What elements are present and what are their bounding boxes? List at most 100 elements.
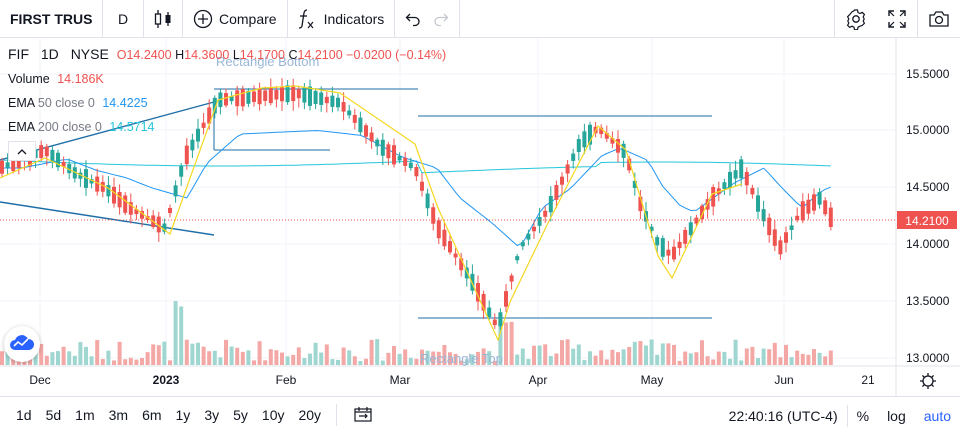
timeframe-1y[interactable]: 1y (175, 407, 191, 423)
undo-button[interactable] (395, 0, 431, 38)
ema50-legend[interactable]: EMA 50 close 0 14.4225 (8, 96, 148, 110)
interval-button[interactable]: D (117, 10, 129, 27)
candle-body (330, 95, 335, 107)
volume-bar (767, 349, 772, 365)
volume-bar (336, 359, 340, 365)
volume-bar (207, 351, 212, 365)
candle-body (56, 152, 60, 168)
symbol-search-button[interactable]: FIRST TRUS (10, 10, 93, 27)
legend-collapse-button[interactable] (8, 141, 36, 161)
log-scale-toggle[interactable]: log (887, 407, 906, 424)
volume-bar (358, 360, 363, 365)
candle-body (100, 182, 105, 192)
tradingview-logo[interactable] (4, 326, 40, 362)
legend-symbol[interactable]: FIF (8, 46, 29, 62)
candle-body (756, 195, 760, 212)
volume-bar (397, 353, 402, 365)
candle-body (722, 182, 727, 189)
price-tick-label: 15.5000 (906, 67, 950, 81)
low-value: 14.1700 (239, 48, 285, 62)
ema200-legend[interactable]: EMA 200 close 0 14.5714 (8, 120, 155, 134)
timeframe-3m[interactable]: 3m (108, 407, 129, 423)
axis-settings-button[interactable] (920, 373, 936, 389)
volume-bar (470, 354, 475, 365)
volume-bar (229, 346, 234, 365)
volume-bar (50, 352, 55, 365)
volume-bar (789, 357, 794, 365)
volume-bar (532, 345, 536, 365)
timeframe-1d[interactable]: 1d (16, 407, 32, 423)
percent-scale-toggle[interactable]: % (856, 407, 870, 424)
candle-body (778, 240, 783, 255)
candle-body (179, 165, 184, 177)
candle-body (453, 253, 458, 258)
timeframe-1m[interactable]: 1m (75, 407, 95, 423)
candle-body (196, 128, 200, 142)
volume-bar (543, 344, 548, 365)
volume-bar (274, 350, 279, 365)
candle-body (252, 91, 256, 102)
timeframe-10y[interactable]: 10y (261, 407, 285, 423)
volume-bar (296, 347, 301, 365)
camera-icon (928, 9, 950, 29)
volume-bar (487, 351, 492, 365)
candle-body (688, 222, 693, 236)
candle-body (588, 124, 592, 145)
timeframe-5y[interactable]: 5y (233, 407, 248, 423)
candle-body (627, 158, 632, 171)
volume-bar (705, 356, 710, 365)
volume-bar (84, 346, 88, 365)
chart-type-button[interactable] (144, 0, 182, 38)
toolbar-divider (143, 0, 144, 38)
toolbar-divider (182, 0, 183, 38)
volume-bar (420, 349, 424, 365)
candle-body (128, 202, 133, 215)
price-chart[interactable]: Rectangle Bottom Rectangle Top 15.500015… (0, 38, 960, 396)
timeframe-20y[interactable]: 20y (298, 407, 322, 423)
volume-bar (168, 360, 172, 365)
volume-bar (453, 353, 458, 365)
candle-body (134, 209, 139, 215)
candle-body (509, 275, 514, 282)
candle-body (173, 185, 178, 197)
timeframe-3y[interactable]: 3y (204, 407, 220, 423)
volume-bar (812, 349, 816, 365)
candle-body (246, 90, 251, 104)
candle-body (263, 90, 268, 101)
settings-button[interactable] (835, 0, 877, 38)
redo-button[interactable] (431, 0, 459, 38)
volume-bar (666, 343, 671, 365)
time-tick-label: Dec (29, 373, 50, 387)
candle-body (532, 226, 536, 232)
compare-button[interactable]: Compare (183, 0, 287, 38)
candle-body (285, 85, 290, 103)
volume-bar (392, 346, 396, 365)
volume-legend[interactable]: Volume 14.186K (8, 72, 104, 86)
volume-bar (795, 350, 800, 365)
timeframe-5d[interactable]: 5d (45, 407, 62, 423)
date-range-button[interactable] (345, 406, 381, 425)
volume-bar (571, 348, 576, 365)
timeframe-6m[interactable]: 6m (142, 407, 162, 423)
candle-body (492, 319, 497, 326)
auto-scale-toggle[interactable]: auto (923, 407, 951, 424)
candle-body (67, 163, 72, 174)
time-tick-label: Jun (774, 373, 793, 387)
open-label: O (116, 48, 127, 62)
fullscreen-button[interactable] (877, 0, 917, 38)
indicators-button[interactable]: Indicators (288, 0, 395, 38)
candle-body (772, 229, 777, 246)
candle-body (582, 131, 587, 148)
candle-body (464, 267, 469, 279)
snapshot-button[interactable] (918, 0, 960, 38)
candle-body (739, 159, 744, 179)
volume-bar (285, 356, 290, 365)
volume-bar (190, 343, 195, 365)
candle-body (274, 89, 279, 100)
volume-bar (632, 341, 637, 365)
volume-bar (733, 339, 738, 365)
clock[interactable]: 22:40:16 (UTC-4) (728, 407, 838, 424)
candle-body (50, 149, 55, 162)
candle-body (476, 283, 480, 302)
volume-bar (599, 350, 604, 365)
